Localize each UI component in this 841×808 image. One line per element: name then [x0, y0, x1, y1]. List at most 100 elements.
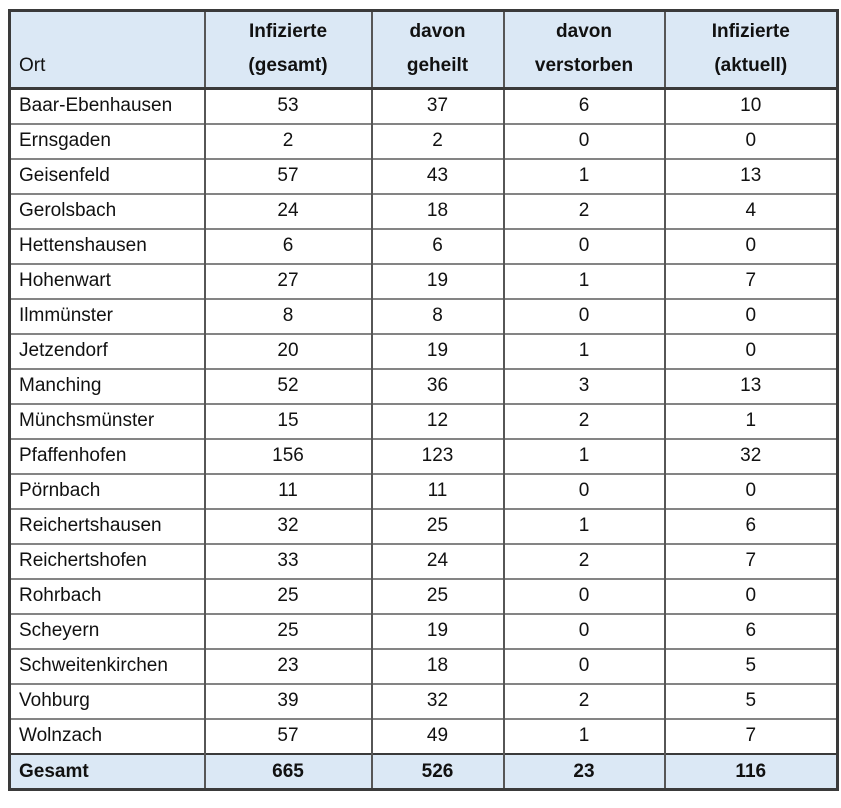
cell-infizierte-gesamt: 8 [203, 297, 372, 334]
cell-ort: Münchsmünster [9, 402, 205, 439]
cell-davon-geheilt: 19 [370, 332, 504, 369]
cell-davon-geheilt: 12 [370, 402, 504, 439]
cell-ort: Vohburg [9, 682, 205, 719]
cell-davon-verstorben: 1 [502, 262, 665, 299]
cell-infizierte-gesamt: 52 [203, 367, 372, 404]
cell-infizierte-aktuell: 0 [663, 297, 838, 334]
total-cell-davon-verstorben: 23 [502, 752, 665, 790]
total-cell-davon-geheilt: 526 [370, 752, 504, 790]
cell-ort: Rohrbach [9, 577, 205, 614]
cell-davon-geheilt: 18 [370, 192, 504, 229]
cell-davon-geheilt: 32 [370, 682, 504, 719]
cell-davon-verstorben: 0 [502, 122, 665, 159]
cell-davon-geheilt: 36 [370, 367, 504, 404]
total-cell-infizierte-aktuell: 116 [663, 752, 838, 790]
cell-infizierte-aktuell: 10 [663, 87, 838, 124]
cell-ort: Pfaffenhofen [9, 437, 205, 474]
cell-ort: Hettenshausen [9, 227, 205, 264]
cell-davon-geheilt: 49 [370, 717, 504, 754]
cell-davon-verstorben: 1 [502, 717, 665, 754]
cell-davon-verstorben: 0 [502, 297, 665, 334]
table-row: Münchsmünster 15 12 2 1 [9, 402, 838, 439]
cell-infizierte-gesamt: 6 [203, 227, 372, 264]
cell-davon-geheilt: 11 [370, 472, 504, 509]
cell-davon-verstorben: 2 [502, 682, 665, 719]
table-row: Pörnbach 11 11 0 0 [9, 472, 838, 509]
cell-infizierte-aktuell: 32 [663, 437, 838, 474]
cell-infizierte-gesamt: 20 [203, 332, 372, 369]
cell-davon-verstorben: 1 [502, 157, 665, 194]
cell-ort: Reichertshofen [9, 542, 205, 579]
cell-infizierte-aktuell: 0 [663, 332, 838, 369]
header-line-2: verstorben [534, 54, 634, 76]
col-header-davon-verstorben: davon verstorben [502, 10, 665, 90]
table-row: Wolnzach 57 49 1 7 [9, 717, 838, 754]
cell-infizierte-gesamt: 11 [203, 472, 372, 509]
cell-infizierte-aktuell: 5 [663, 682, 838, 719]
header-line-1: davon [556, 20, 612, 42]
table-row: Rohrbach 25 25 0 0 [9, 577, 838, 614]
table-row: Scheyern 25 19 0 6 [9, 612, 838, 649]
cell-ort: Geisenfeld [9, 157, 205, 194]
cell-ort: Pörnbach [9, 472, 205, 509]
cell-davon-verstorben: 0 [502, 472, 665, 509]
cell-ort: Hohenwart [9, 262, 205, 299]
table-row: Geisenfeld 57 43 1 13 [9, 157, 838, 194]
cell-davon-verstorben: 0 [502, 647, 665, 684]
table-row: Gerolsbach 24 18 2 4 [9, 192, 838, 229]
col-header-ort: Ort [9, 10, 205, 90]
cell-davon-geheilt: 6 [370, 227, 504, 264]
cell-davon-verstorben: 6 [502, 87, 665, 124]
cell-davon-verstorben: 2 [502, 402, 665, 439]
table-row: Reichertshofen 33 24 2 7 [9, 542, 838, 579]
cell-davon-verstorben: 1 [502, 437, 665, 474]
cell-davon-verstorben: 1 [502, 332, 665, 369]
cell-infizierte-gesamt: 15 [203, 402, 372, 439]
cell-infizierte-gesamt: 156 [203, 437, 372, 474]
header-line-1: Infizierte [248, 20, 328, 42]
table-row: Manching 52 36 3 13 [9, 367, 838, 404]
cell-davon-geheilt: 25 [370, 577, 504, 614]
cell-infizierte-aktuell: 13 [663, 157, 838, 194]
cell-infizierte-aktuell: 0 [663, 122, 838, 159]
infection-table: Ort Infizierte (gesamt) davon geheilt da… [8, 9, 839, 791]
cell-infizierte-aktuell: 0 [663, 577, 838, 614]
header-line-2: (gesamt) [248, 54, 328, 76]
cell-davon-geheilt: 19 [370, 262, 504, 299]
cell-ort: Reichertshausen [9, 507, 205, 544]
table-row: Ilmmünster 8 8 0 0 [9, 297, 838, 334]
table-row: Hettenshausen 6 6 0 0 [9, 227, 838, 264]
table-row: Baar-Ebenhausen 53 37 6 10 [9, 87, 838, 124]
cell-infizierte-gesamt: 25 [203, 612, 372, 649]
col-header-davon-geheilt: davon geheilt [370, 10, 504, 90]
total-cell-infizierte-gesamt: 665 [203, 752, 372, 790]
table-row: Pfaffenhofen 156 123 1 32 [9, 437, 838, 474]
cell-ort: Ernsgaden [9, 122, 205, 159]
cell-davon-geheilt: 37 [370, 87, 504, 124]
cell-davon-verstorben: 0 [502, 227, 665, 264]
cell-davon-geheilt: 2 [370, 122, 504, 159]
cell-infizierte-gesamt: 23 [203, 647, 372, 684]
cell-davon-geheilt: 8 [370, 297, 504, 334]
cell-infizierte-gesamt: 53 [203, 87, 372, 124]
cell-davon-verstorben: 2 [502, 542, 665, 579]
cell-davon-verstorben: 3 [502, 367, 665, 404]
table-row: Vohburg 39 32 2 5 [9, 682, 838, 719]
cell-infizierte-gesamt: 27 [203, 262, 372, 299]
cell-ort: Jetzendorf [9, 332, 205, 369]
cell-infizierte-aktuell: 0 [663, 227, 838, 264]
cell-ort: Wolnzach [9, 717, 205, 754]
cell-davon-geheilt: 19 [370, 612, 504, 649]
cell-infizierte-aktuell: 7 [663, 262, 838, 299]
cell-infizierte-aktuell: 1 [663, 402, 838, 439]
cell-davon-geheilt: 25 [370, 507, 504, 544]
header-line-2: (aktuell) [714, 54, 788, 76]
cell-infizierte-aktuell: 6 [663, 612, 838, 649]
cell-infizierte-aktuell: 7 [663, 717, 838, 754]
cell-davon-geheilt: 24 [370, 542, 504, 579]
cell-infizierte-aktuell: 5 [663, 647, 838, 684]
header-line-1: davon [409, 20, 466, 42]
header-line-1: Infizierte [711, 20, 790, 42]
total-cell-ort: Gesamt [9, 752, 205, 790]
